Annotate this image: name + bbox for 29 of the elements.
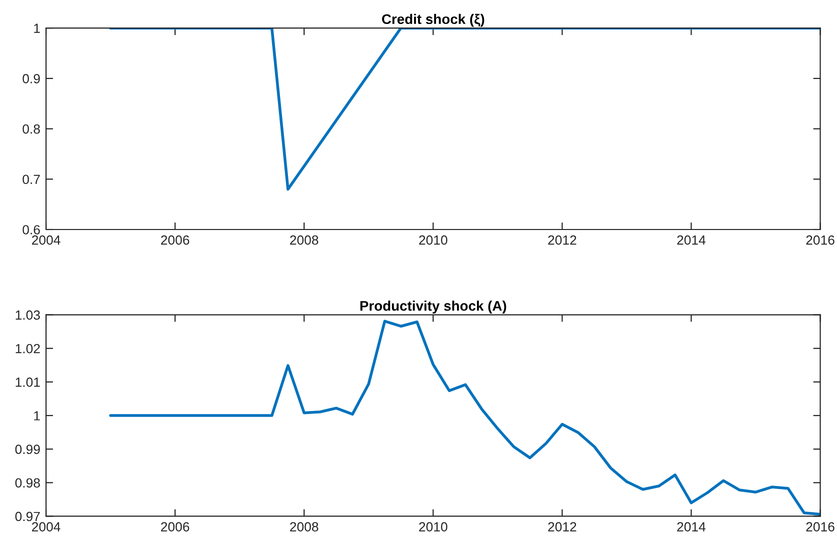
y-tick-label: 0.8 <box>22 124 40 134</box>
y-tick-label: 1.03 <box>16 310 40 320</box>
x-tick-label: 2006 <box>161 522 190 532</box>
chart-title: Credit shock (ξ) <box>382 14 484 27</box>
y-tick-label: 1.02 <box>16 344 40 354</box>
chart-title: Productivity shock (A) <box>360 300 506 314</box>
x-tick-label: 2014 <box>677 522 706 532</box>
x-tick-label: 2012 <box>548 522 576 532</box>
x-tick-label: 2004 <box>32 235 60 245</box>
line-series <box>109 320 820 516</box>
x-tick-label: 2010 <box>419 522 448 532</box>
x-tick-label: 2008 <box>290 235 318 245</box>
y-tick-label: 0.99 <box>15 444 40 454</box>
x-tick-label: 2016 <box>806 235 834 245</box>
y-tick-label: 0.98 <box>15 478 40 488</box>
y-tick-label: 0.7 <box>22 174 40 184</box>
y-tick-label: 1 <box>34 24 40 33</box>
y-tick-label: 1 <box>34 411 40 420</box>
x-tick-label: 2016 <box>806 522 834 532</box>
x-tick-label: 2012 <box>548 235 576 245</box>
x-tick-label: 2004 <box>32 522 60 532</box>
x-tick-label: 2008 <box>290 522 318 532</box>
y-tick-label: 1.01 <box>16 378 40 387</box>
y-tick-label: 0.6 <box>22 225 40 234</box>
x-tick-label: 2006 <box>161 235 190 245</box>
x-tick-label: 2014 <box>677 235 706 245</box>
y-tick-label: 0.97 <box>15 512 40 522</box>
x-tick-label: 2010 <box>419 235 448 245</box>
y-tick-label: 0.9 <box>22 74 40 84</box>
